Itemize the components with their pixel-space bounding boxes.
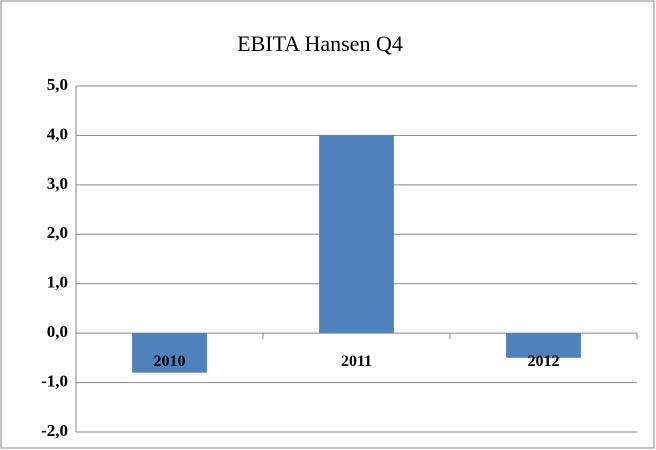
bar <box>319 135 394 334</box>
bar <box>506 333 581 358</box>
y-tick-label: 3,0 <box>47 174 68 193</box>
y-tick-label: -1,0 <box>41 371 68 390</box>
chart-title: EBITA Hansen Q4 <box>237 31 403 56</box>
x-tick-label: 2010 <box>154 353 186 370</box>
y-tick-label: 0,0 <box>47 322 68 341</box>
y-tick-label: 2,0 <box>47 223 68 242</box>
y-tick-label: 4,0 <box>47 124 68 143</box>
x-tick-label: 2011 <box>341 353 372 370</box>
x-tick-label: 2012 <box>528 353 560 370</box>
y-tick-label: 1,0 <box>47 273 68 292</box>
y-tick-label: -2,0 <box>41 421 68 440</box>
y-tick-label: 5,0 <box>47 75 68 94</box>
bar <box>132 333 207 373</box>
